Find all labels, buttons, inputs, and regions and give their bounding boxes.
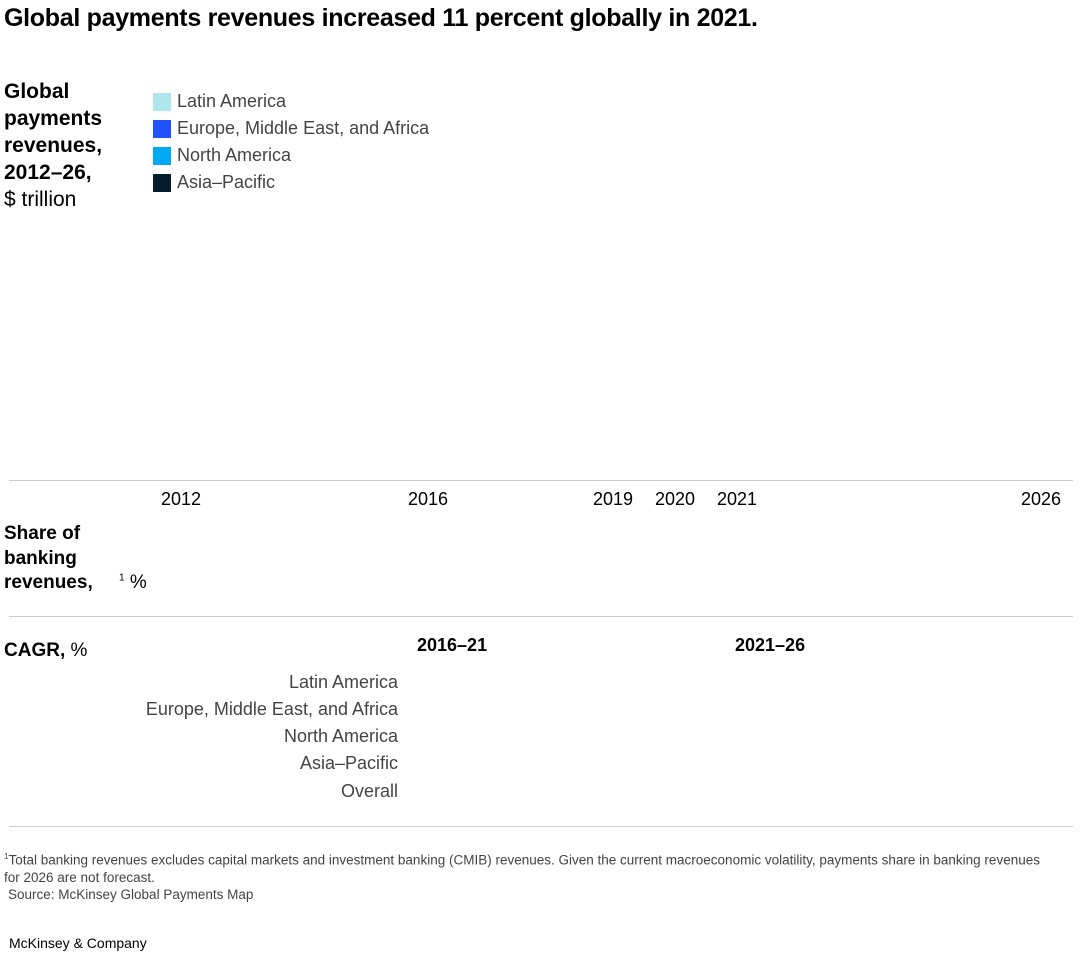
- x-tick-label: 2026: [1020, 489, 1062, 509]
- brand-logo-text: McKinsey & Company: [9, 935, 147, 951]
- x-tick-label: 2012: [160, 489, 202, 509]
- y-axis-unit: $ trillion: [4, 188, 77, 211]
- cagr-label-title: CAGR,: [4, 640, 66, 661]
- legend-swatch: [153, 173, 171, 192]
- x-axis-baseline: [9, 480, 1073, 481]
- cagr-row-label: Latin America: [288, 672, 398, 692]
- legend-item: Latin America: [153, 88, 429, 115]
- y-axis-label: Global payments revenues, 2012–26, $ tri…: [4, 78, 124, 213]
- legend-item: North America: [153, 142, 429, 169]
- legend-label: Asia–Pacific: [177, 172, 276, 192]
- share-label-title: Share of banking revenues,: [4, 523, 93, 593]
- legend-label: North America: [177, 145, 292, 165]
- x-tick-label: 2020: [654, 489, 696, 509]
- chart-title: Global payments revenues increased 11 pe…: [4, 4, 758, 32]
- x-tick-label: 2021: [716, 489, 758, 509]
- cagr-row-label: North America: [283, 726, 398, 746]
- x-tick-label: 2016: [407, 489, 449, 509]
- cagr-period-header: 2016–21: [417, 635, 488, 655]
- share-of-banking-label: Share of banking revenues, 1 %: [4, 522, 147, 596]
- legend-label: Latin America: [177, 91, 287, 111]
- legend-swatch: [153, 146, 171, 165]
- divider: [9, 826, 1073, 827]
- divider: [9, 616, 1073, 617]
- cagr-period-header: 2021–26: [735, 635, 806, 655]
- cagr-row-label: Asia–Pacific: [299, 753, 398, 773]
- legend-swatch: [153, 92, 171, 111]
- x-tick-label: 2019: [592, 489, 634, 509]
- legend: Latin America Europe, Middle East, and A…: [153, 88, 429, 196]
- cagr-row-label: Overall: [340, 781, 398, 801]
- legend-item: Europe, Middle East, and Africa: [153, 115, 429, 142]
- footnote-text: Total banking revenues excludes capital …: [4, 852, 1040, 885]
- footnote: 1Total banking revenues excludes capital…: [4, 848, 1054, 903]
- cagr-row-label: Europe, Middle East, and Africa: [145, 699, 398, 719]
- footnote-number: 1: [4, 852, 9, 861]
- y-axis-label-title: Global payments revenues, 2012–26,: [4, 80, 103, 184]
- legend-item: Asia–Pacific: [153, 169, 429, 196]
- source-text: Source: McKinsey Global Payments Map: [8, 886, 254, 902]
- cagr-label: CAGR, %: [4, 640, 87, 662]
- share-label-unit: %: [129, 572, 147, 593]
- cagr-label-unit: %: [70, 640, 88, 661]
- legend-label: Europe, Middle East, and Africa: [177, 118, 430, 138]
- legend-swatch: [153, 119, 171, 138]
- footnote-marker: 1: [119, 572, 125, 584]
